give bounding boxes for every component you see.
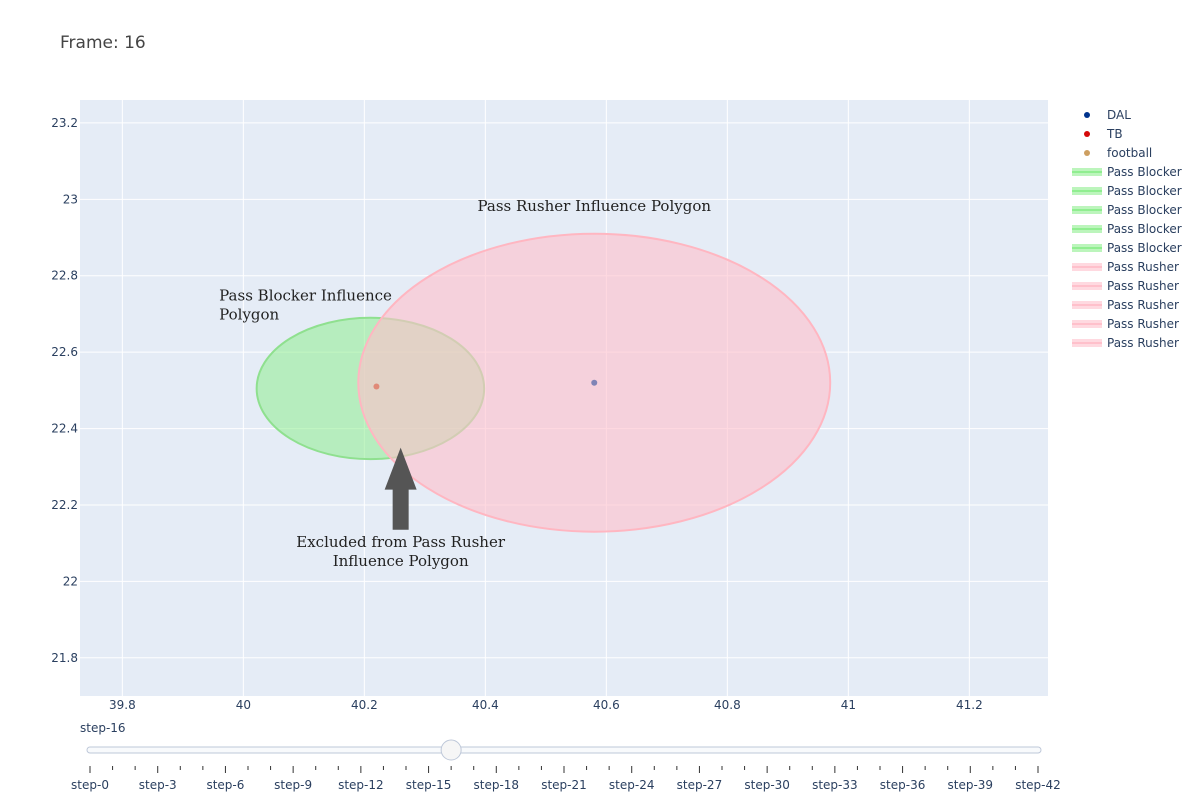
legend-label: Pass Rusher bbox=[1107, 336, 1179, 350]
x-tick-label: 41.2 bbox=[956, 698, 983, 712]
legend-label: DAL bbox=[1107, 108, 1131, 122]
y-tick-label: 22.6 bbox=[51, 345, 78, 359]
y-tick-label: 22.8 bbox=[51, 269, 78, 283]
slider-tick-label[interactable]: step-24 bbox=[609, 778, 655, 792]
legend-label: Pass Blocker bbox=[1107, 203, 1182, 217]
slider-tick-label[interactable]: step-9 bbox=[274, 778, 312, 792]
x-tick-label: 40.4 bbox=[472, 698, 499, 712]
slider-track[interactable] bbox=[86, 746, 1042, 754]
y-tick-label: 23.2 bbox=[51, 116, 78, 130]
legend-label: football bbox=[1107, 146, 1152, 160]
slider-tick-label[interactable]: step-15 bbox=[406, 778, 452, 792]
slider-tick-label[interactable]: step-21 bbox=[541, 778, 587, 792]
pass-blocker-polygon-label: Pass Blocker Influence Polygon bbox=[219, 287, 392, 324]
legend-marker-icon bbox=[1084, 112, 1090, 118]
x-tick-label: 40.2 bbox=[351, 698, 378, 712]
x-tick-label: 40 bbox=[236, 698, 251, 712]
legend-item-dal[interactable]: DAL bbox=[1084, 108, 1131, 122]
slider-tick-label[interactable]: step-18 bbox=[474, 778, 520, 792]
slider-tick-label[interactable]: step-6 bbox=[206, 778, 244, 792]
tb-point bbox=[373, 383, 380, 390]
annotations: Pass Rusher Influence Polygon Pass Blocke… bbox=[219, 197, 711, 570]
slider-current-label: step-16 bbox=[80, 721, 126, 735]
slider-tick-label[interactable]: step-39 bbox=[948, 778, 994, 792]
legend-item-pass-blocker[interactable]: Pass Blocker bbox=[1072, 165, 1182, 179]
slider-handle[interactable] bbox=[440, 739, 462, 761]
legend-item-pass-rusher[interactable]: Pass Rusher bbox=[1072, 317, 1179, 331]
legend-label: Pass Rusher bbox=[1107, 279, 1179, 293]
y-tick-label: 22.2 bbox=[51, 498, 78, 512]
x-tick-label: 40.6 bbox=[593, 698, 620, 712]
y-tick-label: 21.8 bbox=[51, 651, 78, 665]
x-tick-label: 39.8 bbox=[109, 698, 136, 712]
legend-marker-icon bbox=[1084, 150, 1090, 156]
slider-tick-label[interactable]: step-3 bbox=[139, 778, 177, 792]
frame-slider[interactable]: step-16 step-0 step-3 step-6 step-9 step-12 st… bbox=[71, 721, 1061, 792]
slider-tick-label[interactable]: step-0 bbox=[71, 778, 109, 792]
legend-label: Pass Blocker bbox=[1107, 222, 1182, 236]
legend-item-pass-blocker[interactable]: Pass Blocker bbox=[1072, 222, 1182, 236]
y-tick-label: 22 bbox=[63, 574, 78, 588]
axes: 39.8 40 40.2 40.4 40.6 40.8 41 41.2 21.8 22 22.2 22… bbox=[51, 116, 982, 712]
legend-item-pass-rusher[interactable]: Pass Rusher bbox=[1072, 279, 1179, 293]
legend-label: Pass Rusher bbox=[1107, 260, 1179, 274]
slider-tick-label[interactable]: step-33 bbox=[812, 778, 858, 792]
x-tick-label: 40.8 bbox=[714, 698, 741, 712]
frame-title: Frame: 16 bbox=[60, 33, 146, 53]
x-tick-label: 41 bbox=[841, 698, 856, 712]
legend[interactable]: DAL TB football Pass Blocker Pass Blocker Pas… bbox=[1072, 108, 1182, 350]
slider-tick-label[interactable]: step-36 bbox=[880, 778, 926, 792]
legend-item-pass-rusher[interactable]: Pass Rusher bbox=[1072, 298, 1179, 312]
slider-tick-label[interactable]: step-42 bbox=[1015, 778, 1061, 792]
slider-tick-label[interactable]: step-27 bbox=[677, 778, 723, 792]
legend-item-pass-blocker[interactable]: Pass Blocker bbox=[1072, 203, 1182, 217]
dal-point bbox=[591, 379, 598, 386]
legend-label: Pass Blocker bbox=[1107, 165, 1182, 179]
legend-label: Pass Blocker bbox=[1107, 184, 1182, 198]
player-points bbox=[373, 379, 598, 390]
excluded-label: Excluded from Pass Rusher Influence Polyg… bbox=[296, 533, 506, 570]
y-tick-label: 23 bbox=[63, 192, 78, 206]
legend-label: TB bbox=[1106, 127, 1123, 141]
legend-item-tb[interactable]: TB bbox=[1084, 127, 1123, 141]
legend-label: Pass Rusher bbox=[1107, 317, 1179, 331]
legend-marker-icon bbox=[1084, 131, 1090, 137]
legend-item-pass-blocker[interactable]: Pass Blocker bbox=[1072, 241, 1182, 255]
legend-item-pass-rusher[interactable]: Pass Rusher bbox=[1072, 336, 1179, 350]
legend-item-pass-rusher[interactable]: Pass Rusher bbox=[1072, 260, 1179, 274]
y-tick-label: 22.4 bbox=[51, 422, 78, 436]
legend-label: Pass Rusher bbox=[1107, 298, 1179, 312]
annotation-arrow bbox=[384, 447, 417, 530]
legend-item-pass-blocker[interactable]: Pass Blocker bbox=[1072, 184, 1182, 198]
legend-item-football[interactable]: football bbox=[1084, 146, 1152, 160]
legend-label: Pass Blocker bbox=[1107, 241, 1182, 255]
slider-tick-label[interactable]: step-12 bbox=[338, 778, 384, 792]
pass-rusher-polygon-label: Pass Rusher Influence Polygon bbox=[477, 197, 711, 215]
slider-tick-label[interactable]: step-30 bbox=[744, 778, 790, 792]
